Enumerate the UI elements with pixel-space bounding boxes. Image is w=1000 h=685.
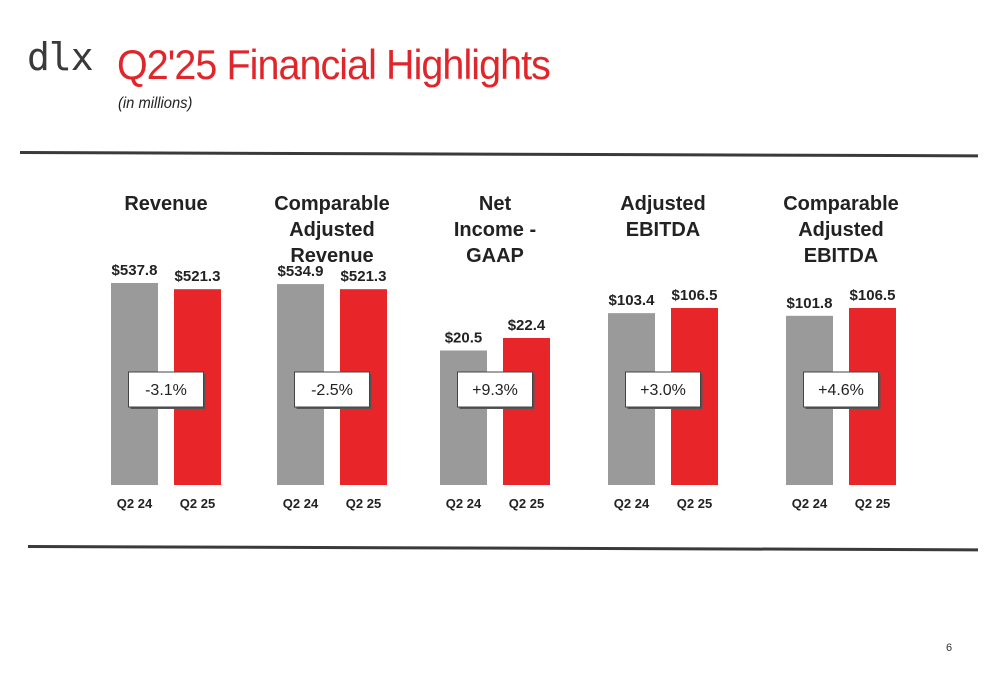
category-label: Q2 25: [180, 496, 215, 511]
chart-title: Comparable Adjusted Revenue: [274, 193, 390, 267]
bar-value-label: $103.4: [609, 292, 656, 309]
change-label: -2.5%: [311, 382, 353, 399]
chart-group-2: Comparable Adjusted Revenue$534.9 Q2 24 $521…: [274, 193, 390, 511]
page-title: Q2'25 Financial Highlights: [117, 41, 551, 88]
change-label: -3.1%: [145, 382, 187, 399]
chart-title: Adjusted EBITDA: [620, 193, 706, 241]
category-label: Q2 25: [346, 496, 381, 511]
chart-group-5: Comparable Adjusted EBITDA $101.8 Q2 24 $106.…: [783, 193, 899, 511]
change-box: [128, 371, 204, 408]
change-box: [803, 371, 879, 408]
change-label: +3.0%: [640, 382, 686, 399]
chart-group-1: Revenue $537.8 Q2 24 $521.3 Q2 25 -3.1%: [111, 193, 221, 511]
category-label: Q2 25: [855, 496, 890, 511]
bar-value-label: $20.5: [445, 329, 483, 346]
company-logo: dlx: [27, 35, 94, 79]
bar-value-label: $521.3: [341, 268, 387, 285]
category-label: Q2 24: [117, 496, 153, 511]
page-subtitle: (in millions): [118, 95, 193, 112]
category-label: Q2 25: [509, 496, 544, 511]
bar-value-label: $521.3: [175, 268, 221, 285]
page-number: 6: [946, 642, 953, 654]
chart-title: Revenue: [124, 193, 207, 215]
change-box: [457, 371, 533, 408]
category-label: Q2 24: [446, 496, 482, 511]
bar-q2-25: [503, 338, 550, 485]
change-box: [294, 371, 370, 408]
bar-value-label: $22.4: [508, 317, 546, 334]
category-label: Q2 25: [677, 496, 712, 511]
bar-value-label: $537.8: [112, 262, 158, 279]
category-label: Q2 24: [792, 496, 828, 511]
bar-value-label: $106.5: [850, 287, 896, 304]
change-label: +4.6%: [818, 382, 864, 399]
bar-q2-24: [440, 350, 487, 485]
category-label: Q2 24: [283, 496, 319, 511]
change-box: [625, 371, 701, 408]
category-label: Q2 24: [614, 496, 650, 511]
chart-group-3: Net Income -GAAP $20.5 Q2 24 $22.4 Q2 25 +9.3%: [440, 193, 550, 511]
change-label: +9.3%: [472, 382, 518, 399]
chart-title: Net Income -GAAP: [454, 193, 536, 267]
bar-value-label: $101.8: [787, 295, 833, 312]
chart-group-4: Adjusted EBITDA $103.4 Q2 24 $106.5 Q2 25 +3.0…: [608, 193, 718, 511]
bar-value-label: $534.9: [278, 263, 324, 280]
chart-title: Comparable Adjusted EBITDA: [783, 193, 899, 267]
bar-value-label: $106.5: [672, 287, 718, 304]
